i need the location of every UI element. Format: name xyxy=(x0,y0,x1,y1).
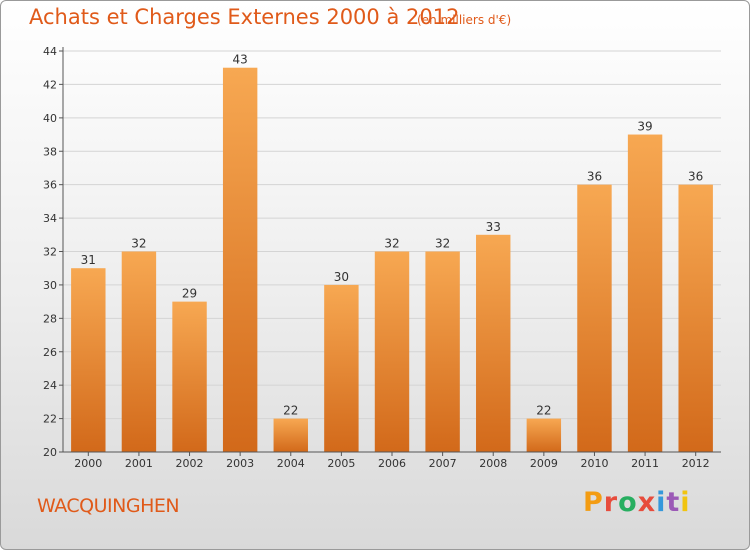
x-tick-label: 2008 xyxy=(479,457,507,470)
bar-2001 xyxy=(121,251,157,452)
x-tick-label: 2004 xyxy=(277,457,305,470)
bar-2007 xyxy=(425,251,460,452)
x-tick-label: 2002 xyxy=(176,457,204,470)
bar-2011 xyxy=(627,134,663,452)
x-tick-label: 2009 xyxy=(530,457,558,470)
bar-2009 xyxy=(526,418,562,452)
proxiti-logo[interactable]: Proxiti xyxy=(583,487,691,518)
chart-unit: (en milliers d'€) xyxy=(417,13,512,27)
x-tick-label: 2001 xyxy=(125,457,153,470)
bar-2012 xyxy=(678,184,713,452)
y-tick-label: 24 xyxy=(43,379,57,392)
x-tick-label: 2012 xyxy=(682,457,710,470)
bar-2004 xyxy=(273,418,308,452)
logo-letter: i xyxy=(680,487,691,518)
y-tick-label: 28 xyxy=(43,312,57,325)
value-label: 22 xyxy=(536,404,551,418)
y-tick-label: 36 xyxy=(43,179,57,192)
axes: 20 22 24 26 28 30 32 34 36 38 40 42 44 2000 2001 2002 20… xyxy=(43,45,721,470)
value-label: 30 xyxy=(334,270,349,284)
bar-2003 xyxy=(222,67,258,452)
y-tick-label: 44 xyxy=(43,45,57,58)
y-tick-label: 26 xyxy=(43,346,57,359)
y-tick-label: 30 xyxy=(43,279,57,292)
y-tick-label: 38 xyxy=(43,145,57,158)
x-tick-label: 2011 xyxy=(631,457,659,470)
chart-title: Achats et Charges Externes 2000 à 2012 xyxy=(29,5,460,29)
bar-2002 xyxy=(172,301,207,452)
x-tick-label: 2010 xyxy=(580,457,608,470)
logo-letter: o xyxy=(618,487,638,518)
y-tick-label: 42 xyxy=(43,78,57,91)
bar-2005 xyxy=(324,284,359,452)
x-tick-label: 2000 xyxy=(74,457,102,470)
value-label: 39 xyxy=(637,120,652,134)
value-label: 29 xyxy=(182,287,197,301)
labels: 31 32 29 43 22 30 32 32 33 22 36 39 36 xyxy=(81,53,704,418)
logo-letter: t xyxy=(666,487,681,518)
x-tick-label: 2006 xyxy=(378,457,406,470)
commune-name: WACQUINGHEN xyxy=(37,495,180,517)
value-label: 32 xyxy=(435,237,450,251)
logo-letter: r xyxy=(603,487,619,518)
y-tick-label: 22 xyxy=(43,413,57,426)
x-tick-label: 2005 xyxy=(327,457,355,470)
bars xyxy=(71,67,713,452)
y-tick-label: 20 xyxy=(43,446,57,459)
logo-letter: P xyxy=(583,487,604,518)
x-tick-label: 2007 xyxy=(429,457,457,470)
value-label: 36 xyxy=(688,170,703,184)
y-tick-label: 34 xyxy=(43,212,57,225)
value-label: 31 xyxy=(81,253,96,267)
value-label: 32 xyxy=(384,237,399,251)
logo-letter: i xyxy=(656,487,667,518)
bar-2010 xyxy=(577,184,612,452)
x-tick-label: 2003 xyxy=(226,457,254,470)
bar-2008 xyxy=(476,234,511,452)
value-label: 33 xyxy=(486,220,501,234)
value-label: 43 xyxy=(233,53,248,67)
bar-2006 xyxy=(374,251,410,452)
value-label: 32 xyxy=(131,237,146,251)
y-tick-label: 32 xyxy=(43,246,57,259)
bar-2000 xyxy=(71,268,106,452)
logo-letter: x xyxy=(637,487,657,518)
value-label: 36 xyxy=(587,170,602,184)
value-label: 22 xyxy=(283,404,298,418)
y-tick-label: 40 xyxy=(43,112,57,125)
